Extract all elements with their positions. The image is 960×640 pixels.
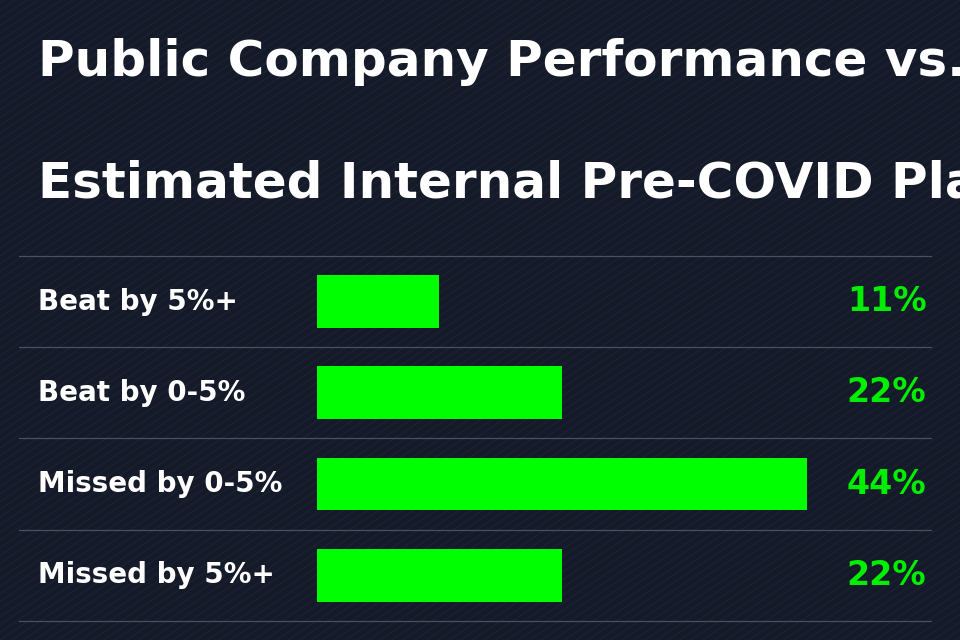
Text: 44%: 44%	[847, 467, 926, 500]
Text: Missed by 5%+: Missed by 5%+	[38, 561, 276, 589]
Text: Beat by 0-5%: Beat by 0-5%	[38, 379, 246, 407]
Text: Estimated Internal Pre-COVID Plan: Estimated Internal Pre-COVID Plan	[38, 160, 960, 208]
Text: Public Company Performance vs.: Public Company Performance vs.	[38, 38, 960, 86]
Text: 11%: 11%	[847, 285, 926, 318]
Text: Missed by 0-5%: Missed by 0-5%	[38, 470, 283, 498]
Text: Beat by 5%+: Beat by 5%+	[38, 287, 238, 316]
Text: 22%: 22%	[847, 559, 926, 592]
Text: 22%: 22%	[847, 376, 926, 410]
